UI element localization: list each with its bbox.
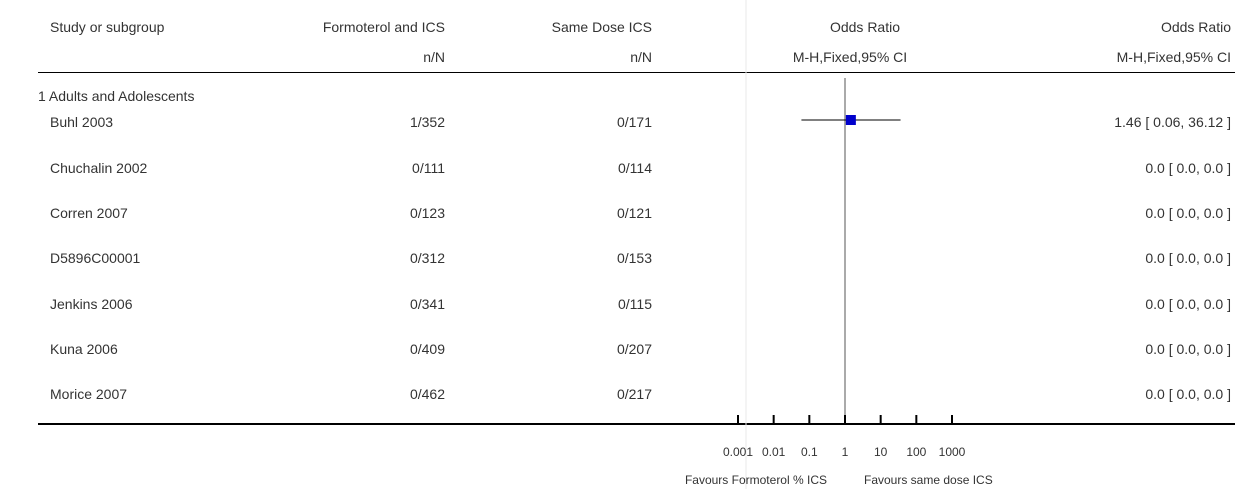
axis-tick-label: 100: [906, 445, 927, 459]
row-study: Jenkins 2006: [50, 296, 133, 312]
row-control: 0/207: [616, 341, 652, 357]
row-study: Kuna 2006: [50, 341, 118, 357]
row-treatment: 0/409: [409, 341, 445, 357]
row-treatment: 1/352: [409, 114, 445, 130]
row-treatment: 0/462: [409, 386, 445, 402]
axis-tick-label: 0.001: [722, 445, 754, 459]
row-treatment: 0/312: [409, 250, 445, 266]
row-ci: 0.0 [ 0.0, 0.0 ]: [1145, 160, 1231, 176]
row-ci: 0.0 [ 0.0, 0.0 ]: [1145, 341, 1231, 357]
header-or-plot: Odds Ratio: [829, 19, 901, 35]
header-study: Study or subgroup: [50, 19, 165, 35]
header-or-value: Odds Ratio: [1160, 19, 1231, 35]
row-study: Chuchalin 2002: [50, 160, 148, 176]
row-ci: 0.0 [ 0.0, 0.0 ]: [1145, 205, 1231, 221]
table-bottom-rule: [38, 423, 1235, 425]
axis-tick-label: 0.01: [761, 445, 786, 459]
row-study: D5896C00001: [50, 250, 141, 266]
point-estimate-marker: [845, 115, 856, 125]
favours-right: Favours same dose ICS: [864, 473, 993, 487]
subheader-plot: M-H,Fixed,95% CI: [792, 49, 908, 65]
subheader-control: n/N: [630, 49, 652, 65]
axis-tick-label: 10: [873, 445, 888, 459]
axis-ticks: [737, 415, 953, 423]
axis-tick-label: 1000: [938, 445, 966, 459]
row-control: 0/114: [618, 160, 652, 176]
header-divider: [38, 72, 1235, 73]
row-control: 0/153: [616, 250, 652, 266]
row-study: Morice 2007: [50, 386, 128, 402]
row-ci: 0.0 [ 0.0, 0.0 ]: [1145, 250, 1231, 266]
row-study: Buhl 2003: [50, 114, 114, 130]
subheader-value: M-H,Fixed,95% CI: [1116, 49, 1231, 65]
row-control: 0/121: [616, 205, 652, 221]
row-control: 0/217: [616, 386, 652, 402]
row-treatment: 0/341: [409, 296, 445, 312]
study-markers: [801, 115, 901, 125]
subheader-treatment: n/N: [423, 49, 445, 65]
axis-tick-label: 0.1: [800, 445, 818, 459]
axis-tick-label: 1: [841, 445, 849, 459]
row-control: 0/171: [616, 114, 652, 130]
row-treatment: 0/111: [412, 160, 445, 176]
header-control: Same Dose ICS: [551, 19, 652, 35]
favours-left: Favours Formoterol % ICS: [684, 473, 827, 487]
subgroup-label: 1 Adults and Adolescents: [38, 88, 195, 104]
row-ci: 0.0 [ 0.0, 0.0 ]: [1145, 386, 1231, 402]
header-treatment: Formoterol and ICS: [322, 19, 445, 35]
row-control: 0/115: [618, 296, 652, 312]
row-study: Corren 2007: [50, 205, 128, 221]
row-ci: 1.46 [ 0.06, 36.12 ]: [1114, 114, 1231, 130]
row-ci: 0.0 [ 0.0, 0.0 ]: [1145, 296, 1231, 312]
row-treatment: 0/123: [409, 205, 445, 221]
